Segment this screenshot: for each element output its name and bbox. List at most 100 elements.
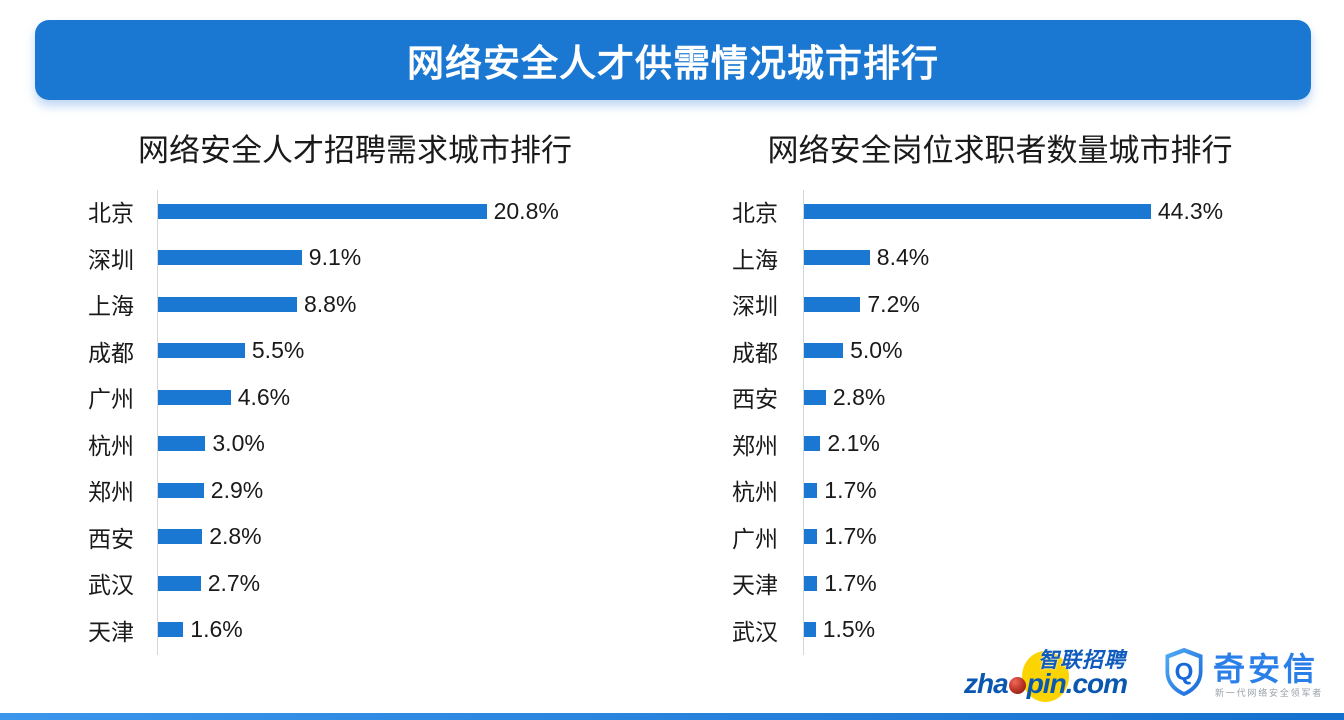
bar — [158, 529, 203, 545]
bar — [804, 389, 826, 405]
bar — [804, 436, 821, 452]
value-label: 2.9% — [210, 476, 264, 503]
category-label: 广州 — [88, 386, 134, 413]
zhaopin-url-pre: zha — [964, 668, 1009, 699]
qianxin-wordmark: 奇安信 — [1213, 651, 1319, 687]
value-label: 4.6% — [237, 383, 291, 410]
category-label: 天津 — [88, 618, 134, 645]
bar-row: 广州 4.6% — [60, 374, 690, 421]
page-title-banner: 网络安全人才供需情况城市排行 — [35, 20, 1311, 100]
right-chart-title: 网络安全岗位求职者数量城市排行 — [767, 133, 1233, 168]
bar-plot-area: 5.5% — [158, 337, 690, 364]
bar — [158, 203, 487, 219]
qianxin-shield-icon: Q — [1165, 647, 1203, 697]
zhaopin-red-ball-icon — [1008, 677, 1026, 694]
value-label: 3.0% — [212, 430, 265, 457]
bar — [804, 575, 818, 591]
bar-plot-area: 7.2% — [804, 291, 1340, 318]
bar-row: 武汉 1.5% — [700, 607, 1340, 654]
category-label: 西安 — [732, 386, 778, 413]
page-title: 网络安全人才供需情况城市排行 — [407, 43, 939, 84]
right-chart-axis-line — [803, 190, 804, 655]
bar — [158, 389, 231, 405]
category-label: 上海 — [88, 293, 134, 320]
value-label: 2.8% — [832, 383, 886, 410]
bar-plot-area: 1.7% — [804, 523, 1340, 550]
bar-row: 北京 44.3% — [700, 188, 1340, 235]
category-label: 郑州 — [732, 432, 778, 459]
bar-plot-area: 1.7% — [804, 477, 1340, 504]
category-label: 西安 — [88, 525, 134, 552]
value-label: 2.8% — [209, 523, 262, 550]
value-label: 2.7% — [207, 569, 261, 596]
bar-plot-area: 5.0% — [804, 337, 1340, 364]
bar-row: 天津 1.7% — [700, 560, 1340, 607]
bar-plot-area: 1.5% — [804, 616, 1340, 643]
bar-plot-area: 1.6% — [158, 616, 690, 643]
category-label: 上海 — [732, 246, 778, 273]
value-label: 1.7% — [824, 569, 877, 596]
bar — [804, 343, 844, 359]
bar — [804, 529, 818, 545]
bar-row: 西安 2.8% — [60, 514, 690, 561]
zhaopin-yellow-circle-icon — [1022, 651, 1069, 702]
value-label: 20.8% — [493, 197, 559, 224]
bar — [158, 482, 204, 498]
value-label: 8.4% — [876, 244, 930, 271]
bar-row: 上海 8.8% — [60, 281, 690, 328]
bar — [158, 343, 245, 359]
category-label: 成都 — [732, 339, 778, 366]
value-label: 8.8% — [304, 290, 357, 317]
bar-row: 郑州 2.1% — [700, 421, 1340, 468]
bar-row: 武汉 2.7% — [60, 560, 690, 607]
bar-row: 郑州 2.9% — [60, 467, 690, 514]
category-label: 北京 — [732, 200, 778, 227]
bar — [158, 436, 206, 452]
category-label: 天津 — [732, 572, 778, 599]
value-label: 2.1% — [827, 430, 880, 457]
value-label: 1.7% — [824, 476, 877, 503]
value-label: 7.2% — [867, 290, 920, 317]
bar-row: 西安 2.8% — [700, 374, 1340, 421]
bar-plot-area: 2.9% — [158, 477, 690, 504]
bar — [158, 250, 302, 266]
bar-plot-area: 4.6% — [158, 384, 690, 411]
value-label: 1.7% — [824, 523, 877, 550]
bar-row: 深圳 7.2% — [700, 281, 1340, 328]
bar-row: 成都 5.5% — [60, 328, 690, 375]
zhaopin-url-wordmark: zha pin.com — [964, 668, 1128, 700]
bar-plot-area: 8.4% — [804, 244, 1340, 271]
zhaopin-logo: 智联招聘 zha pin.com — [962, 646, 1144, 706]
bottom-accent-strip — [0, 713, 1344, 720]
value-label: 9.1% — [308, 244, 362, 271]
bar — [804, 203, 1151, 219]
bar-plot-area: 9.1% — [158, 244, 690, 271]
category-label: 深圳 — [732, 293, 778, 320]
bar — [158, 622, 184, 638]
category-label: 杭州 — [732, 479, 778, 506]
value-label: 1.6% — [190, 616, 243, 643]
bar — [804, 622, 816, 638]
category-label: 郑州 — [88, 479, 134, 506]
left-chart-bars: 北京 20.8% 深圳 9.1% 上海 8.8% 成都 5.5% 广州 4.6% 杭州 3.0% 郑州 2… — [60, 188, 690, 653]
bar-row: 北京 20.8% — [60, 188, 690, 235]
qianxin-logo: Q 奇安信 新一代网络安全领军者 — [1163, 644, 1343, 706]
left-chart-title: 网络安全人才招聘需求城市排行 — [138, 133, 572, 168]
value-label: 1.5% — [822, 616, 876, 643]
bar-plot-area: 3.0% — [158, 430, 690, 457]
category-label: 杭州 — [88, 432, 134, 459]
right-chart-bars: 北京 44.3% 上海 8.4% 深圳 7.2% 成都 5.0% 西安 2.8% 郑州 2.1% 杭州 1… — [700, 188, 1340, 653]
category-label: 武汉 — [88, 572, 134, 599]
value-label: 5.0% — [850, 337, 903, 364]
bar-plot-area: 1.7% — [804, 570, 1340, 597]
category-label: 武汉 — [732, 618, 778, 645]
bar-plot-area: 8.8% — [158, 291, 690, 318]
bar — [158, 575, 201, 591]
category-label: 成都 — [88, 339, 134, 366]
bar-row: 上海 8.4% — [700, 235, 1340, 282]
bar — [804, 250, 870, 266]
value-label: 5.5% — [251, 337, 305, 364]
zhaopin-url-post: pin.com — [1026, 668, 1128, 699]
bar-plot-area: 2.1% — [804, 430, 1340, 457]
bar — [158, 296, 297, 312]
